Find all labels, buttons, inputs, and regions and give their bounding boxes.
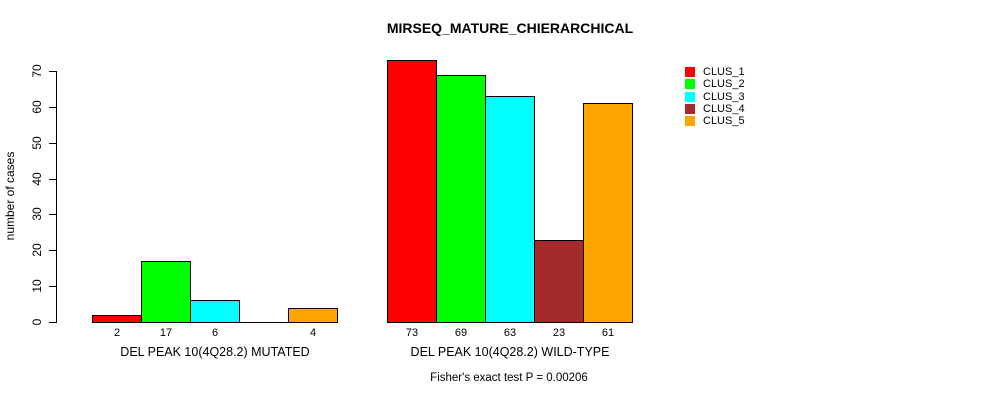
- bar-value-label: 17: [159, 327, 173, 339]
- legend-swatch: [685, 92, 695, 102]
- y-tick-label: 50: [30, 136, 44, 150]
- bar-value-label: 73: [405, 327, 419, 339]
- bar: [485, 96, 535, 323]
- legend-swatch: [685, 67, 695, 77]
- bar: [92, 315, 142, 323]
- legend-item: CLUS_5: [685, 115, 745, 127]
- bar: [190, 300, 240, 323]
- legend-item: CLUS_3: [685, 91, 745, 103]
- bar-value-label: 4: [309, 327, 317, 339]
- bar-value-label: 63: [503, 327, 517, 339]
- bar: [288, 308, 338, 323]
- legend-label: CLUS_5: [703, 115, 745, 127]
- y-tick-label: 0: [30, 318, 44, 326]
- y-tick-label: 30: [30, 207, 44, 221]
- y-tick-label: 20: [30, 243, 44, 257]
- bar-value-label: 23: [552, 327, 566, 339]
- y-tick: [49, 107, 57, 108]
- legend-label: CLUS_3: [703, 91, 745, 103]
- x-axis-group-label: DEL PEAK 10(4Q28.2) WILD-TYPE: [410, 345, 610, 359]
- legend-swatch: [685, 79, 695, 89]
- bar: [583, 103, 633, 323]
- bar: [387, 60, 437, 323]
- y-tick: [49, 250, 57, 251]
- y-axis: [56, 71, 57, 323]
- y-tick: [49, 214, 57, 215]
- legend-label: CLUS_4: [703, 103, 745, 115]
- y-tick: [49, 143, 57, 144]
- y-tick: [49, 322, 57, 323]
- x-axis-group-label: DEL PEAK 10(4Q28.2) MUTATED: [120, 345, 310, 359]
- legend-item: CLUS_1: [685, 66, 745, 78]
- bar: [141, 261, 191, 323]
- bar-value-label: 2: [113, 327, 121, 339]
- legend-swatch: [685, 116, 695, 126]
- y-tick-label: 60: [30, 100, 44, 114]
- chart-title: MIRSEQ_MATURE_CHIERARCHICAL: [386, 20, 634, 36]
- y-tick: [49, 286, 57, 287]
- legend-label: CLUS_2: [703, 78, 745, 90]
- y-tick: [49, 71, 57, 72]
- zero-bar: [239, 322, 289, 323]
- legend-item: CLUS_2: [685, 78, 745, 90]
- bar: [436, 75, 486, 323]
- y-tick: [49, 179, 57, 180]
- bar-value-label: 69: [454, 327, 468, 339]
- bar-value-label: 61: [601, 327, 615, 339]
- y-tick-label: 70: [30, 64, 44, 78]
- legend-item: CLUS_4: [685, 103, 745, 115]
- bar-value-label: 6: [211, 327, 219, 339]
- annotation-caption: Fisher's exact test P = 0.00206: [430, 372, 588, 384]
- y-tick-label: 40: [30, 172, 44, 186]
- y-tick-label: 10: [30, 279, 44, 293]
- legend-swatch: [685, 104, 695, 114]
- bar: [534, 240, 584, 323]
- legend-label: CLUS_1: [703, 66, 745, 78]
